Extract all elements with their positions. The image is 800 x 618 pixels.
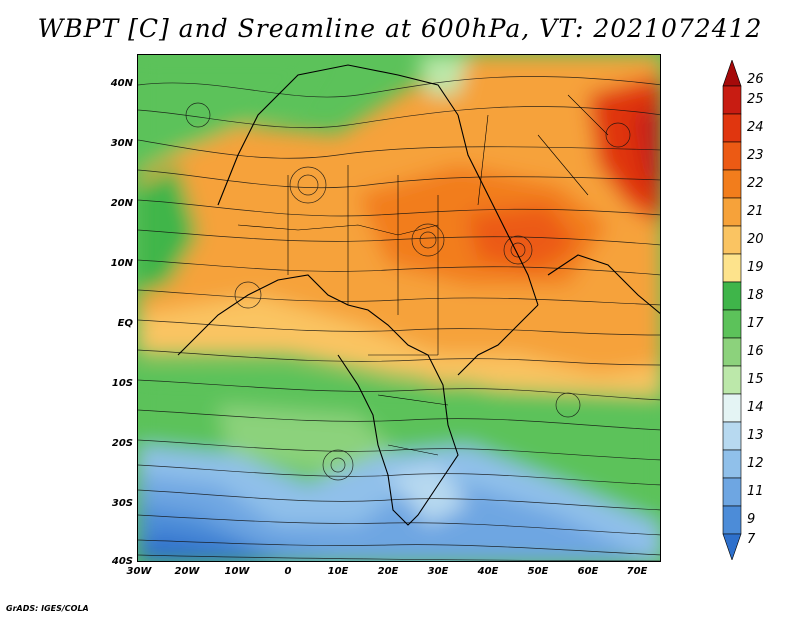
colorbar-label: 17 [747, 316, 764, 331]
wbpt-field [138, 55, 660, 561]
colorbar-label: 23 [747, 148, 764, 163]
lat-label-30s: 30S [111, 498, 133, 509]
map-plot [137, 54, 661, 562]
lon-label-30w: 30W [126, 566, 152, 577]
colorbar-label: 25 [747, 92, 764, 107]
colorbar-label: 16 [747, 344, 764, 359]
lat-label-40s: 40S [111, 556, 133, 567]
colorbar-label: 15 [747, 372, 764, 387]
lon-label-30e: 30E [427, 566, 449, 577]
colorbar-cell [722, 169, 742, 199]
lon-label-50e: 50E [527, 566, 549, 577]
colorbar-cell [722, 477, 742, 507]
colorbar-label: 9 [747, 512, 756, 527]
colorbar-cell [722, 309, 742, 339]
lat-label-20n: 20N [110, 198, 133, 209]
lat-label-40n: 40N [110, 78, 133, 89]
lon-label-0: 0 [284, 566, 292, 577]
colorbar-cell [722, 85, 742, 115]
colorbar-cell [722, 505, 742, 535]
colorbar-label: 7 [747, 532, 756, 547]
colorbar-cell [722, 281, 742, 311]
lon-label-40e: 40E [477, 566, 499, 577]
colorbar-cell [722, 365, 742, 395]
colorbar-label: 20 [747, 232, 764, 247]
lon-label-70e: 70E [626, 566, 648, 577]
colorbar-label: 19 [747, 260, 764, 275]
colorbar-label: 14 [747, 400, 764, 415]
lon-label-10w: 10W [224, 566, 250, 577]
lat-label-10n: 10N [110, 258, 133, 269]
colorbar-cell [722, 197, 742, 227]
colorbar-cell [722, 253, 742, 283]
grads-credit: GrADS: IGES/COLA [6, 604, 89, 613]
lon-label-20e: 20E [377, 566, 399, 577]
colorbar-cell [722, 533, 742, 560]
colorbar-cell [722, 113, 742, 143]
map-title: WBPT [C] and Sreamline at 600hPa, VT: 20… [37, 14, 763, 43]
lon-label-10e: 10E [327, 566, 349, 577]
colorbar-label: 13 [747, 428, 764, 443]
colorbar-label: 11 [747, 484, 764, 499]
colorbar-cell [722, 60, 742, 87]
colorbar-label: 26 [747, 72, 764, 87]
colorbar-label: 18 [747, 288, 764, 303]
lat-label-eq: EQ [117, 318, 133, 329]
lat-label-20s: 20S [111, 438, 133, 449]
colorbar-cell [722, 225, 742, 255]
colorbar-label: 22 [747, 176, 764, 191]
lat-label-10s: 10S [111, 378, 133, 389]
lon-label-60e: 60E [577, 566, 599, 577]
colorbar-cell [722, 449, 742, 479]
colorbar-label: 21 [747, 204, 764, 219]
colorbar-cell [722, 421, 742, 451]
lat-label-30n: 30N [110, 138, 133, 149]
colorbar-cell [722, 141, 742, 171]
colorbar-cell [722, 337, 742, 367]
colorbar-label: 12 [747, 456, 764, 471]
colorbar-cell [722, 393, 742, 423]
colorbar-label: 24 [747, 120, 764, 135]
colorbar [722, 60, 742, 560]
lon-label-20w: 20W [174, 566, 200, 577]
